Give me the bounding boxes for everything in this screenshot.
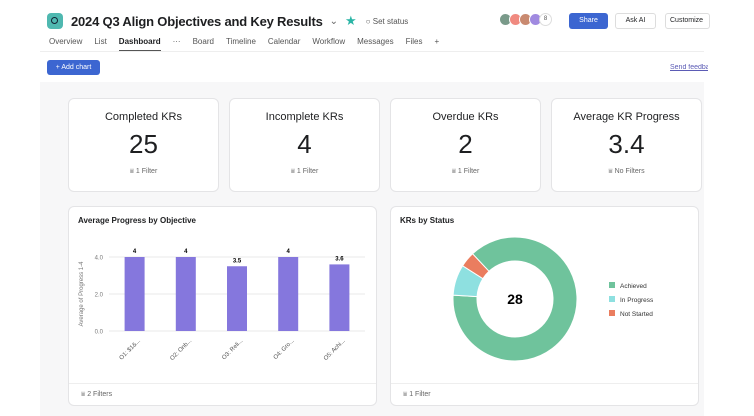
legend-swatch bbox=[609, 296, 615, 302]
share-button[interactable]: Share bbox=[569, 13, 608, 29]
customize-button[interactable]: Customize bbox=[665, 13, 710, 29]
tab-dashboard[interactable]: Dashboard bbox=[118, 37, 161, 51]
star-icon[interactable]: ★ bbox=[345, 13, 357, 28]
avatar-count: 8 bbox=[539, 13, 552, 26]
kpi-title: Incomplete KRs bbox=[265, 111, 344, 123]
kpi-value: 2 bbox=[458, 129, 473, 159]
kpi-filter[interactable]: ⩸ 1 Filter bbox=[129, 168, 158, 175]
legend-label: Achieved bbox=[620, 283, 647, 290]
tab-bar: Overview List Dashboard ··· Board Timeli… bbox=[49, 37, 451, 51]
data-label: 4 bbox=[184, 249, 188, 255]
more-icon[interactable]: ··· bbox=[172, 37, 181, 46]
bar-chart: 0.0 2.0 4.0 Average of Progress 1-4 4 O1: $1&… bbox=[79, 249, 365, 362]
tab-list[interactable]: List bbox=[94, 37, 107, 46]
chevron-down-icon[interactable]: ⌄ bbox=[329, 15, 339, 27]
y-axis-label: Average of Progress 1-4 bbox=[79, 261, 85, 327]
bar-chart-card[interactable]: Average Progress by Objective 0.0 2.0 4.0 A… bbox=[68, 206, 377, 406]
kpi-title: Average KR Progress bbox=[573, 111, 680, 123]
y-tick-label: 2.0 bbox=[95, 293, 104, 299]
bar bbox=[278, 257, 299, 331]
donut-center-label: 28 bbox=[507, 291, 523, 307]
kpi-card-overdue[interactable]: Overdue KRs 2 ⩸ 1 Filter bbox=[390, 98, 541, 192]
project-title[interactable]: 2024 Q3 Align Objectives and Key Results bbox=[71, 13, 323, 29]
filter-label: 2 Filters bbox=[87, 391, 113, 398]
kpi-value: 3.4 bbox=[608, 129, 645, 159]
y-tick-label: 4.0 bbox=[95, 256, 104, 262]
bar bbox=[227, 266, 247, 331]
kpi-filter[interactable]: ⩸ 1 Filter bbox=[290, 168, 319, 175]
filter-label: 1 Filter bbox=[135, 168, 158, 175]
x-tick-label: O4: Gro... bbox=[273, 338, 296, 361]
tab-overview[interactable]: Overview bbox=[49, 37, 83, 46]
chart-filter[interactable]: ⩸ 2 Filters bbox=[69, 383, 376, 405]
header: 2024 Q3 Align Objectives and Key Results… bbox=[0, 0, 754, 56]
kpi-card-average-progress[interactable]: Average KR Progress 3.4 ⩸ No Filters bbox=[551, 98, 702, 192]
data-label: 4 bbox=[133, 249, 137, 255]
member-avatars[interactable]: 8 bbox=[499, 13, 552, 26]
set-status-label: Set status bbox=[372, 16, 409, 26]
donut-chart: Achieved In Progress Not Started 28 bbox=[452, 236, 654, 362]
chart-title: Average Progress by Objective bbox=[78, 216, 196, 225]
legend-swatch bbox=[609, 310, 615, 316]
bar bbox=[175, 257, 196, 331]
donut-slice bbox=[452, 236, 578, 362]
data-label: 3.5 bbox=[233, 258, 242, 264]
set-status-button[interactable]: ○ Set status bbox=[365, 16, 409, 26]
kpi-value: 25 bbox=[129, 129, 158, 159]
bar bbox=[124, 257, 145, 331]
kpi-title: Overdue KRs bbox=[432, 111, 499, 123]
x-tick-label: O2: Onb... bbox=[169, 338, 193, 362]
filter-label: 1 Filter bbox=[409, 391, 431, 398]
add-tab-icon[interactable]: + bbox=[434, 37, 440, 46]
legend-label: In Progress bbox=[620, 297, 654, 304]
filter-label: No Filters bbox=[614, 168, 645, 175]
legend-label: Not Started bbox=[620, 311, 653, 318]
legend-swatch bbox=[609, 282, 615, 288]
filter-label: 1 Filter bbox=[296, 168, 319, 175]
kpi-title: Completed KRs bbox=[104, 111, 183, 123]
filter-label: 1 Filter bbox=[457, 168, 480, 175]
data-label: 4 bbox=[287, 249, 291, 255]
bar bbox=[329, 264, 350, 331]
x-tick-label: O5: Achi... bbox=[323, 338, 347, 362]
send-feedback-link[interactable]: Send feedback bbox=[670, 64, 708, 71]
kpi-filter[interactable]: ⩸ 1 Filter bbox=[451, 168, 480, 175]
tab-files[interactable]: Files bbox=[405, 37, 423, 46]
project-icon bbox=[47, 13, 63, 29]
divider bbox=[40, 51, 704, 52]
ask-ai-button[interactable]: Ask AI bbox=[615, 13, 656, 29]
chart-title: KRs by Status bbox=[400, 216, 455, 225]
kpi-filter[interactable]: ⩸ No Filters bbox=[608, 168, 645, 175]
donut-chart-card[interactable]: KRs by Status Achieved In Progress Not Sta… bbox=[390, 206, 699, 406]
x-tick-label: O1: $1&... bbox=[119, 338, 143, 362]
kpi-card-completed[interactable]: Completed KRs 25 ⩸ 1 Filter bbox=[68, 98, 219, 192]
tab-messages[interactable]: Messages bbox=[357, 37, 394, 46]
y-tick-label: 0.0 bbox=[95, 330, 104, 336]
data-label: 3.6 bbox=[335, 256, 344, 262]
tab-calendar[interactable]: Calendar bbox=[267, 37, 301, 46]
donut-slice bbox=[461, 253, 490, 280]
tab-timeline[interactable]: Timeline bbox=[225, 37, 256, 46]
tab-workflow[interactable]: Workflow bbox=[312, 37, 346, 46]
kpi-value: 4 bbox=[297, 129, 312, 159]
x-tick-label: O3: Reli... bbox=[221, 338, 244, 361]
chart-filter[interactable]: ⩸ 1 Filter bbox=[391, 383, 698, 405]
add-chart-button[interactable]: + Add chart bbox=[47, 60, 100, 75]
kpi-card-incomplete[interactable]: Incomplete KRs 4 ⩸ 1 Filter bbox=[229, 98, 380, 192]
tab-board[interactable]: Board bbox=[192, 37, 214, 46]
title-row: 2024 Q3 Align Objectives and Key Results… bbox=[47, 12, 408, 30]
